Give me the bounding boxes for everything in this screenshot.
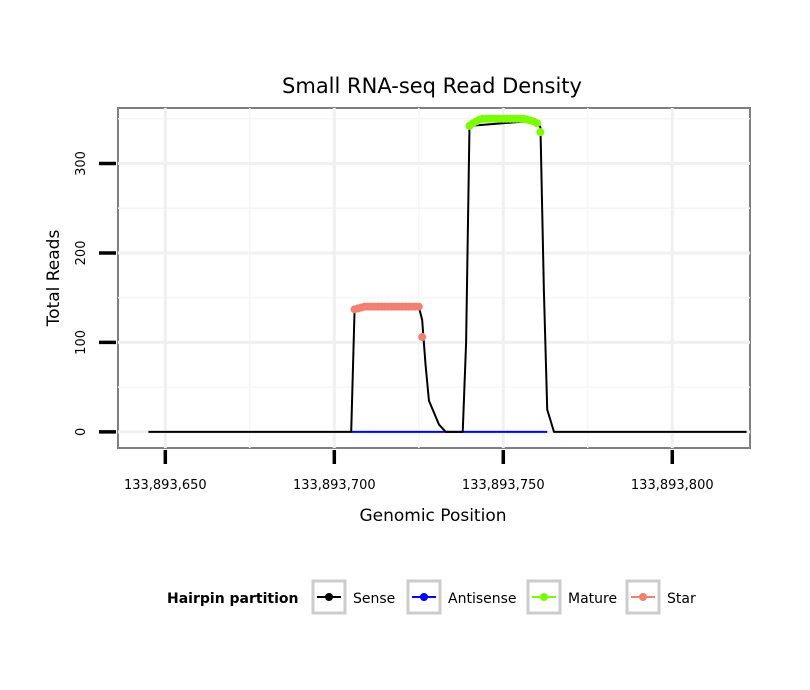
plot-panel — [117, 107, 751, 449]
x-tick-label: 133,893,800 — [631, 478, 714, 493]
y-tick-label: 200 — [74, 241, 89, 266]
legend-title: Hairpin partition — [167, 591, 298, 607]
legend-point-star — [639, 593, 647, 601]
data-layer — [148, 114, 747, 433]
mature-point — [536, 128, 545, 137]
star-point — [414, 302, 423, 311]
legend-item-star: Star — [625, 579, 696, 615]
legend-item-sense: Sense — [311, 579, 395, 615]
legend-label-antisense: Antisense — [448, 591, 517, 607]
x-tick-label: 133,893,750 — [462, 478, 545, 493]
x-tick-label: 133,893,650 — [124, 478, 207, 493]
y-tick-label: 300 — [74, 151, 89, 176]
legend-point-sense — [325, 593, 333, 601]
legend-label-sense: Sense — [353, 591, 395, 607]
chart-title: Small RNA-seq Read Density — [282, 74, 582, 98]
legend-item-mature: Mature — [526, 579, 617, 615]
y-axis-title: Total Reads — [44, 230, 64, 328]
legend-label-mature: Mature — [568, 591, 617, 607]
star-point — [418, 333, 427, 342]
y-axis: 0 100 200 300 — [74, 151, 116, 436]
legend: Hairpin partition Sense Antisense Mature… — [167, 579, 696, 615]
x-axis-title: Genomic Position — [359, 506, 506, 526]
legend-point-mature — [540, 593, 548, 601]
legend-point-antisense — [420, 593, 428, 601]
legend-label-star: Star — [667, 591, 696, 607]
y-tick-label: 0 — [74, 428, 89, 436]
y-tick-label: 100 — [74, 330, 89, 355]
legend-item-antisense: Antisense — [406, 579, 517, 615]
x-axis: 133,893,650 133,893,700 133,893,750 133,893… — [124, 450, 714, 493]
mature-point — [533, 119, 542, 128]
x-tick-label: 133,893,700 — [293, 478, 376, 493]
